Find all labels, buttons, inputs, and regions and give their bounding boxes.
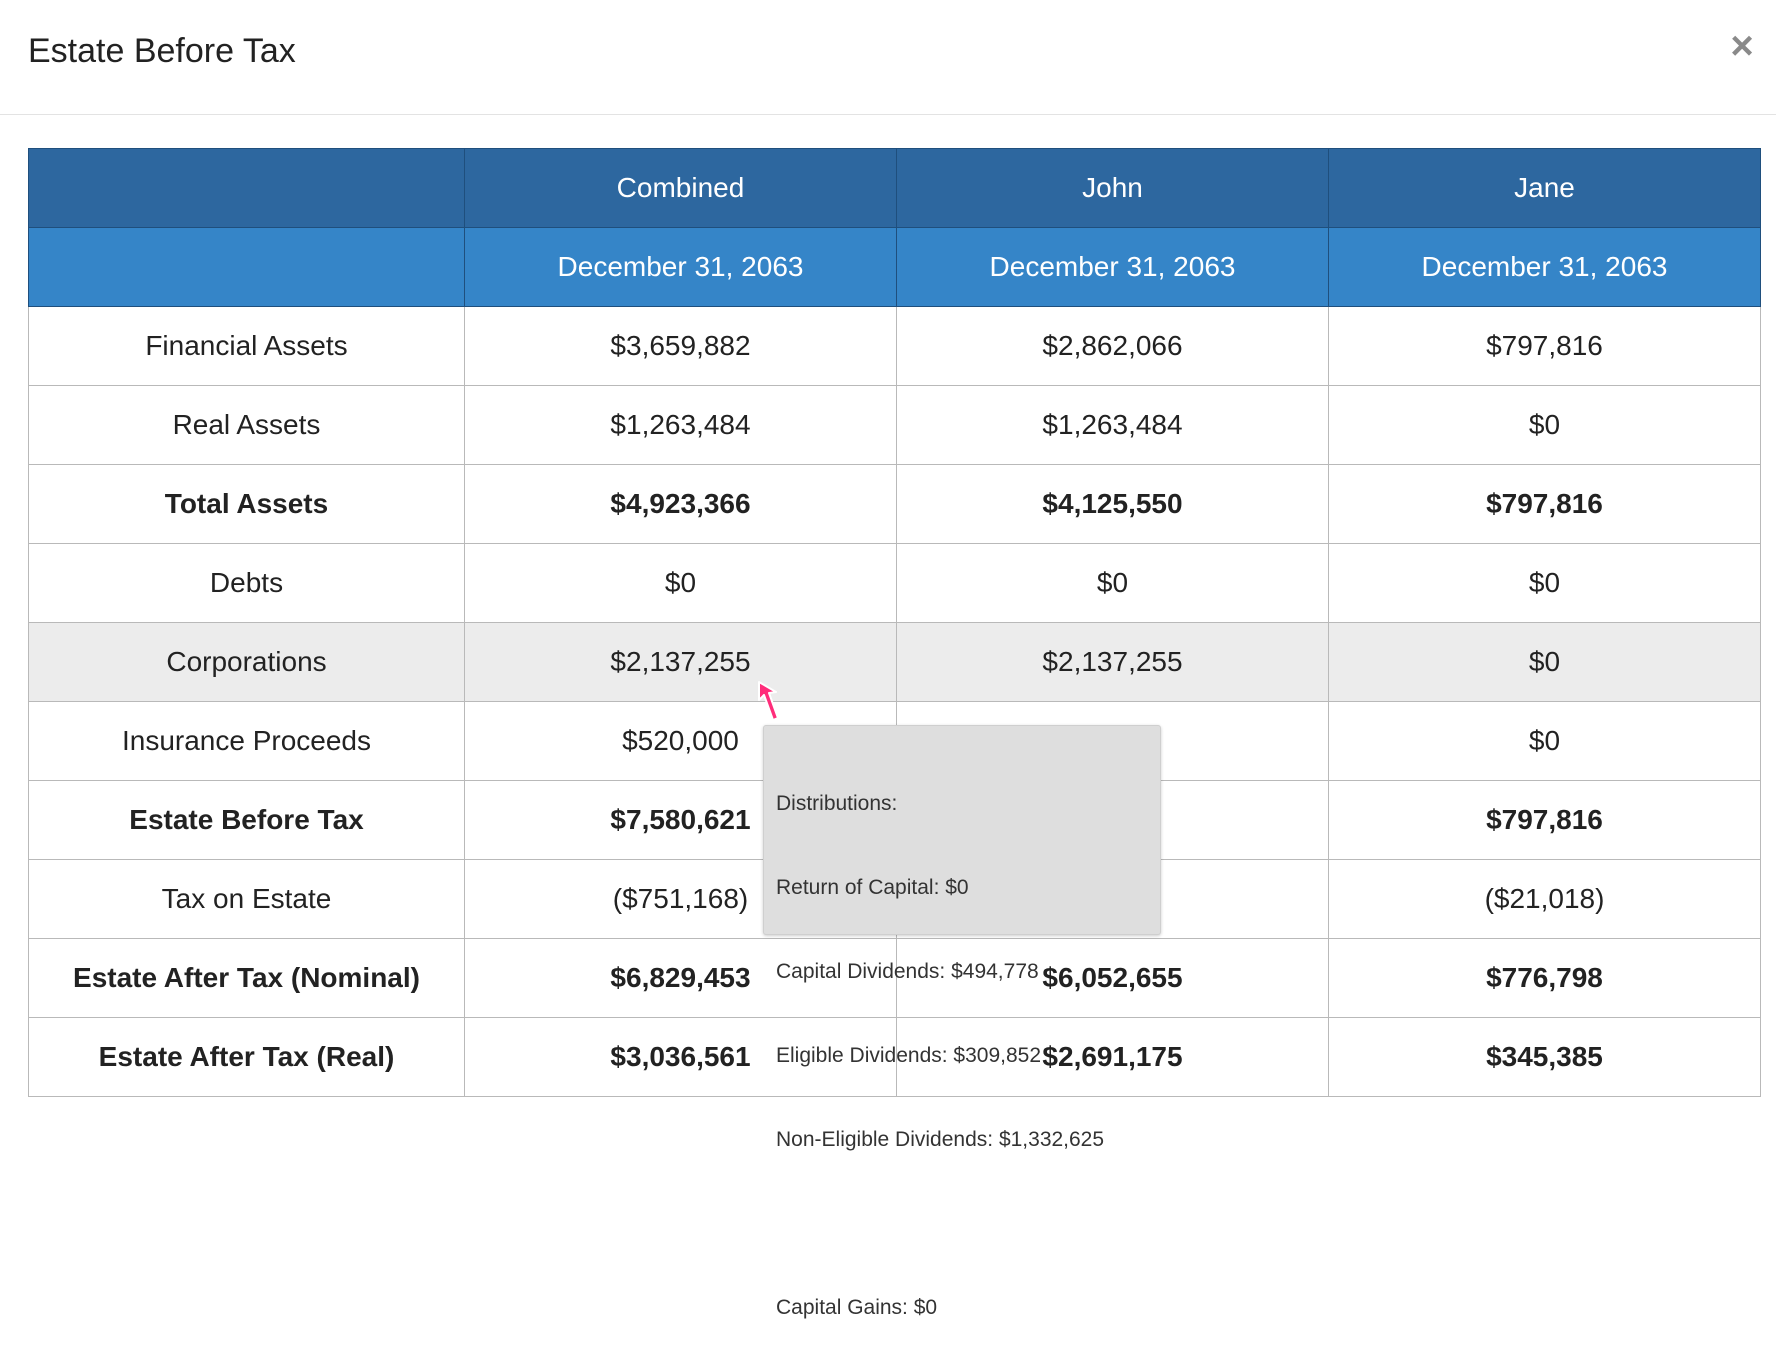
value-cell: $4,125,550 bbox=[896, 464, 1329, 544]
tooltip-line bbox=[776, 1210, 1148, 1238]
table-row-total: Estate After Tax (Real) $3,036,561 $2,69… bbox=[28, 1017, 1761, 1097]
tooltip-line: Capital Gains: $0 bbox=[776, 1296, 938, 1319]
modal-header: Estate Before Tax × bbox=[0, 0, 1776, 115]
row-label: Corporations bbox=[28, 622, 465, 702]
table-row-total: Total Assets $4,923,366 $4,125,550 $797,… bbox=[28, 464, 1761, 544]
value-cell: $0 bbox=[1328, 385, 1761, 465]
value-cell: $1,263,484 bbox=[464, 385, 897, 465]
row-label: Estate After Tax (Real) bbox=[28, 1017, 465, 1097]
value-cell: $1,263,484 bbox=[896, 385, 1329, 465]
value-cell: $3,036,561 bbox=[464, 1017, 897, 1097]
header-cell-empty bbox=[28, 148, 465, 228]
row-label: Total Assets bbox=[28, 464, 465, 544]
tooltip-line: Eligible Dividends: $309,852 bbox=[776, 1044, 1042, 1067]
header-cell-john: John bbox=[896, 148, 1329, 228]
value-cell: $797,816 bbox=[1328, 780, 1761, 860]
row-label: Financial Assets bbox=[28, 306, 465, 386]
value-cell: $797,816 bbox=[1328, 464, 1761, 544]
table-row: Debts $0 $0 $0 bbox=[28, 543, 1761, 623]
date-row: December 31, 2063 December 31, 2063 Dece… bbox=[28, 227, 1761, 307]
tooltip-line: Return of Capital: $0 bbox=[776, 876, 969, 899]
value-cell: $776,798 bbox=[1328, 938, 1761, 1018]
value-cell: $6,829,453 bbox=[464, 938, 897, 1018]
modal-title: Estate Before Tax bbox=[28, 32, 296, 70]
date-cell-john: December 31, 2063 bbox=[896, 227, 1329, 307]
value-cell: $2,691,175 bbox=[896, 1017, 1329, 1097]
value-cell: $4,923,366 bbox=[464, 464, 897, 544]
header-cell-jane: Jane bbox=[1328, 148, 1761, 228]
row-label: Estate After Tax (Nominal) bbox=[28, 938, 465, 1018]
row-label: Tax on Estate bbox=[28, 859, 465, 939]
row-label: Insurance Proceeds bbox=[28, 701, 465, 781]
tooltip-line: Capital Dividends: $494,778 bbox=[776, 960, 1039, 983]
value-cell-hovered[interactable]: $2,137,255 bbox=[464, 622, 897, 702]
value-cell: $0 bbox=[464, 543, 897, 623]
table-row-corporations[interactable]: Corporations $2,137,255 $2,137,255 $0 bbox=[28, 622, 1761, 702]
table-row: Financial Assets $3,659,882 $2,862,066 $… bbox=[28, 306, 1761, 386]
value-cell: $0 bbox=[1328, 701, 1761, 781]
date-cell-combined: December 31, 2063 bbox=[464, 227, 897, 307]
value-cell: ($21,018) bbox=[1328, 859, 1761, 939]
value-cell: $2,862,066 bbox=[896, 306, 1329, 386]
value-cell: $0 bbox=[1328, 543, 1761, 623]
pointer-cursor-icon bbox=[758, 681, 779, 721]
value-cell[interactable]: $0 bbox=[1328, 622, 1761, 702]
row-label: Estate Before Tax bbox=[28, 780, 465, 860]
value-cell: $3,659,882 bbox=[464, 306, 897, 386]
value-cell: $797,816 bbox=[1328, 306, 1761, 386]
tooltip-line: Non-Eligible Dividends: $1,332,625 bbox=[776, 1128, 1105, 1151]
header-cell-combined: Combined bbox=[464, 148, 897, 228]
row-label: Debts bbox=[28, 543, 465, 623]
date-cell-jane: December 31, 2063 bbox=[1328, 227, 1761, 307]
tooltip-line: Distributions: bbox=[776, 792, 898, 815]
header-row: Combined John Jane bbox=[28, 148, 1761, 228]
value-cell: $345,385 bbox=[1328, 1017, 1761, 1097]
value-cell: $0 bbox=[896, 543, 1329, 623]
value-cell[interactable]: $2,137,255 bbox=[896, 622, 1329, 702]
close-button[interactable]: × bbox=[1730, 24, 1754, 68]
table-row: Real Assets $1,263,484 $1,263,484 $0 bbox=[28, 385, 1761, 465]
distribution-tooltip: Distributions: Return of Capital: $0 Cap… bbox=[763, 725, 1161, 1319]
date-cell-empty bbox=[28, 227, 465, 307]
row-label: Real Assets bbox=[28, 385, 465, 465]
